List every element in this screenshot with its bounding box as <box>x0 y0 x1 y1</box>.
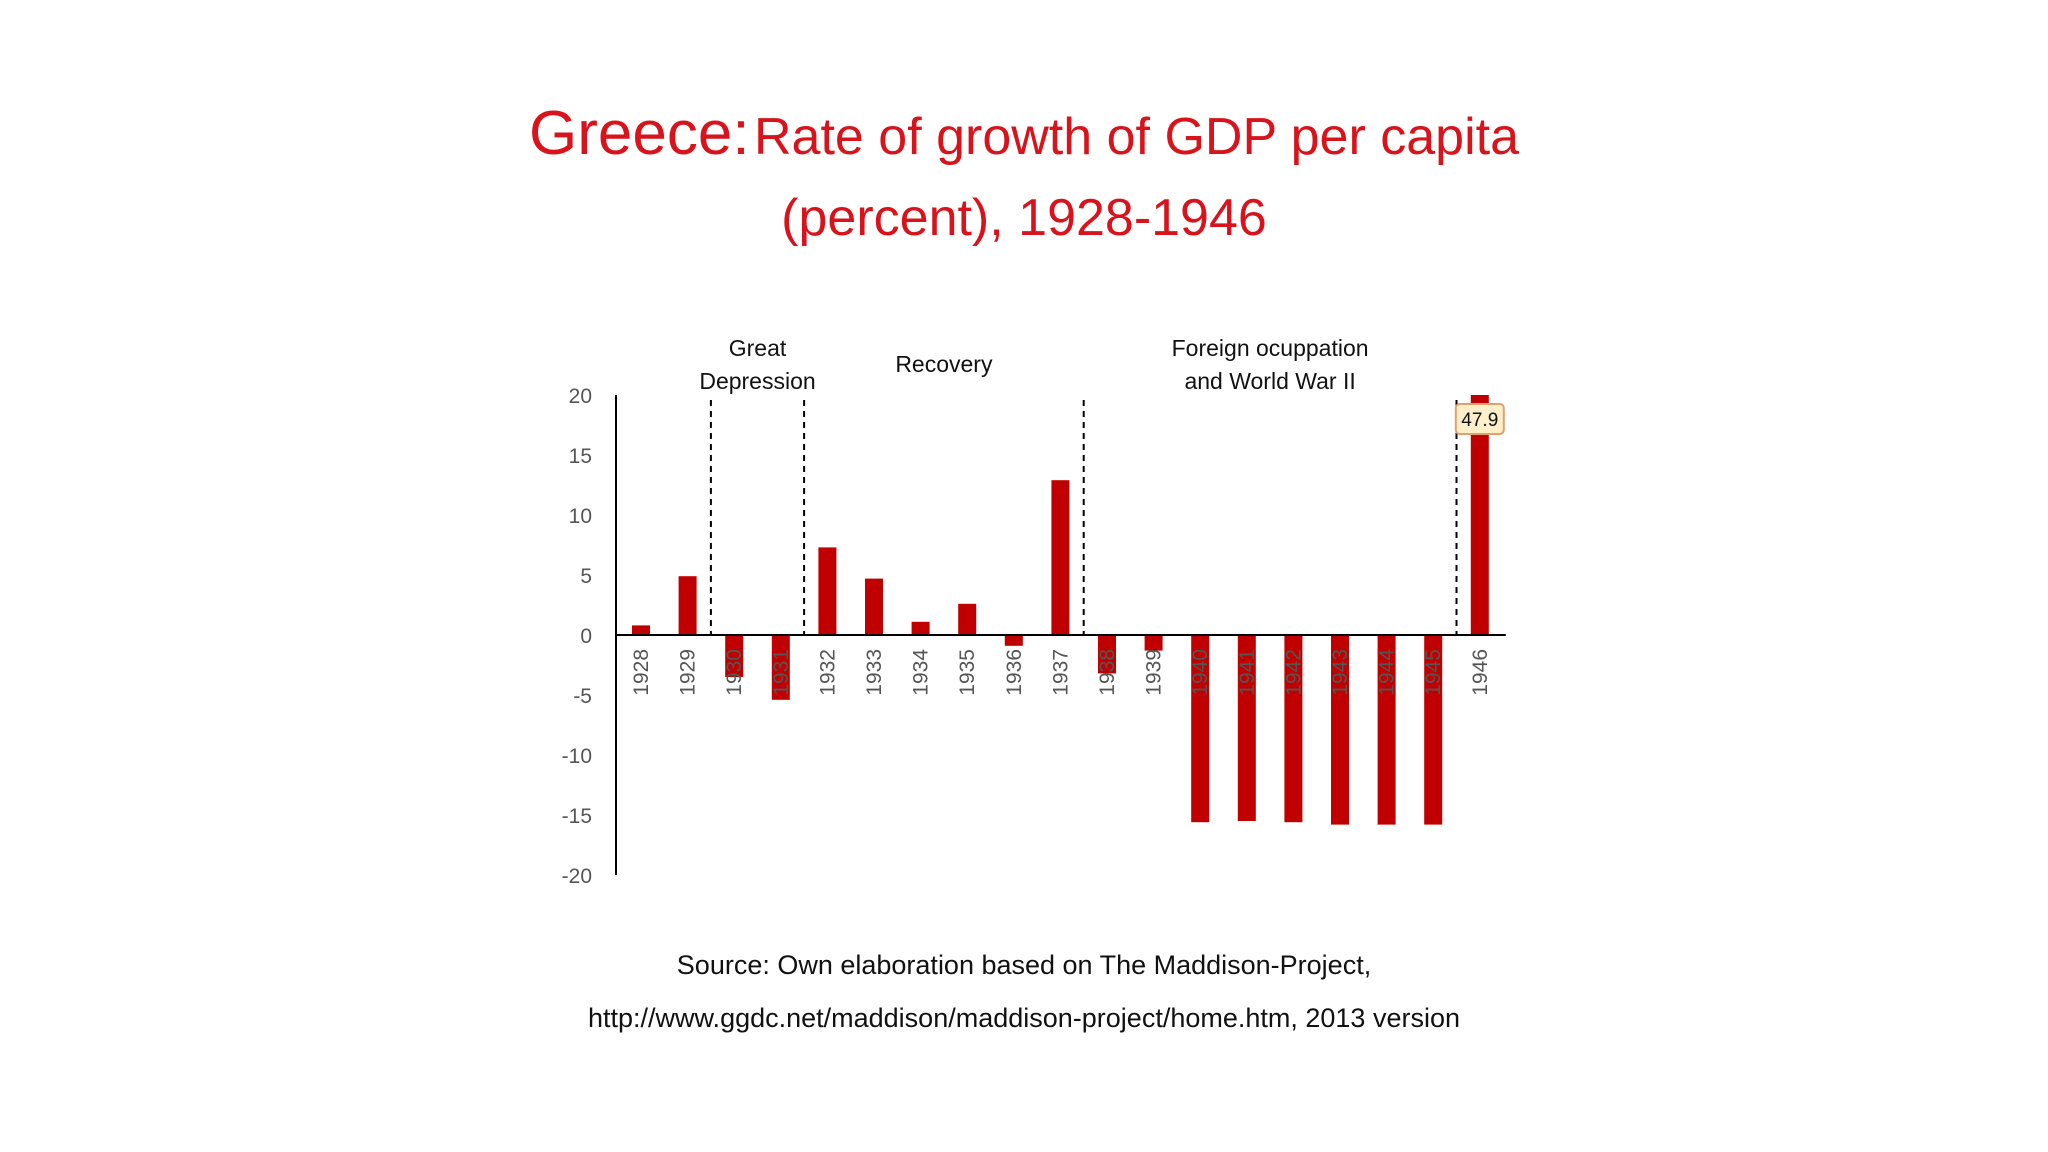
x-tick-label-1945: 1945 <box>1422 649 1445 696</box>
bar-1931 <box>771 635 790 700</box>
y-tick-label: 5 <box>580 565 592 588</box>
x-tick-label-1946: 1946 <box>1469 649 1492 696</box>
x-tick-label-1929: 1929 <box>677 649 700 696</box>
bar-1930 <box>725 635 744 677</box>
period-label: Foreign ocuppation <box>1172 335 1369 361</box>
period-label: and World War II <box>1184 368 1355 394</box>
y-tick-label: 10 <box>569 505 592 528</box>
x-tick-label-1940: 1940 <box>1189 649 1212 696</box>
bar-1932 <box>818 547 837 635</box>
bar-1937 <box>1051 480 1070 635</box>
y-tick-label: -20 <box>562 865 592 888</box>
bar-1935 <box>958 603 977 635</box>
bar-1944 <box>1377 635 1396 825</box>
x-tick-label-1936: 1936 <box>1003 649 1026 696</box>
bar-1934 <box>911 621 930 635</box>
x-tick-label-1930: 1930 <box>723 649 746 696</box>
clipped-value-label: 47.9 <box>1461 410 1498 431</box>
bar-1946 <box>1470 395 1489 635</box>
y-tick-label: 0 <box>580 625 592 648</box>
title-main: Rate of growth of GDP per capita <box>754 108 1519 166</box>
bar-1939 <box>1144 635 1163 651</box>
bar-1945 <box>1424 635 1443 825</box>
bar-1943 <box>1331 635 1349 825</box>
title-subtitle: (percent), 1928-1946 <box>781 189 1267 247</box>
chart-title: Greece: Rate of growth of GDP per capita… <box>0 100 2048 252</box>
y-tick-label: -10 <box>562 745 592 768</box>
x-tick-label-1944: 1944 <box>1376 649 1399 696</box>
x-tick-label-1931: 1931 <box>770 649 793 696</box>
period-label: Great <box>729 335 787 361</box>
source-url: http://www.ggdc.net/maddison/maddison-pr… <box>588 1003 1460 1033</box>
x-tick-label-1939: 1939 <box>1143 649 1166 696</box>
bar-1940 <box>1191 635 1210 823</box>
x-tick-label-1928: 1928 <box>630 649 653 696</box>
bar-1938 <box>1098 635 1116 674</box>
x-tick-label-1932: 1932 <box>816 649 839 696</box>
y-tick-label: 20 <box>569 385 592 408</box>
x-tick-label-1943: 1943 <box>1329 649 1352 696</box>
x-tick-label-1933: 1933 <box>863 649 886 696</box>
y-tick-label: -5 <box>573 685 592 708</box>
bar-1933 <box>865 578 883 635</box>
x-tick-label-1942: 1942 <box>1282 649 1305 696</box>
y-tick-label: 15 <box>569 445 592 468</box>
x-tick-label-1937: 1937 <box>1049 649 1072 696</box>
clipped-value-callout <box>1454 403 1505 435</box>
bar-1941 <box>1237 635 1256 821</box>
period-label: Depression <box>699 368 815 394</box>
x-tick-label-1941: 1941 <box>1236 649 1259 696</box>
title-country: Greece: <box>529 99 750 168</box>
bar-1928 <box>632 625 650 635</box>
x-tick-label-1938: 1938 <box>1096 649 1119 696</box>
x-tick-label-1935: 1935 <box>956 649 979 696</box>
bar-1936 <box>1004 635 1023 646</box>
y-tick-label: -15 <box>562 805 592 828</box>
source-note: Source: Own elaboration based on The Mad… <box>676 950 1372 980</box>
period-label: Recovery <box>895 351 993 377</box>
bar-1942 <box>1284 635 1303 823</box>
bar-1929 <box>678 576 697 635</box>
x-tick-label-1934: 1934 <box>910 649 933 696</box>
